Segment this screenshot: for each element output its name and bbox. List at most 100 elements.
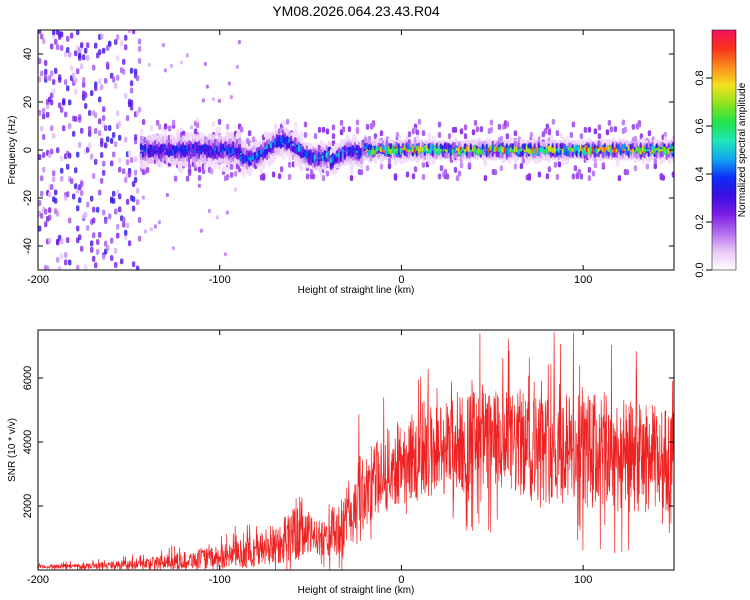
spectrogram-cell [129, 80, 134, 87]
spectrogram-cell [185, 175, 190, 182]
spectrogram-cell [42, 134, 46, 140]
spectrogram-cell [80, 245, 84, 252]
spectrogram-cell [50, 43, 54, 50]
spectrogram-cell [66, 163, 70, 170]
spectrogram-cell [235, 64, 239, 69]
spectrogram-cell [80, 63, 84, 70]
spectrogram-cell [48, 75, 52, 81]
spectrogram-cell [209, 161, 214, 168]
spectrogram-cell [104, 240, 108, 247]
spectrogram-cell [129, 87, 134, 94]
spectrogram-cell [437, 173, 442, 180]
spectrogram-cell [52, 88, 56, 95]
spectrogram-cell [427, 132, 432, 139]
spectrogram-cell [587, 175, 592, 182]
spectrogram-cell [122, 216, 126, 223]
spectrogram-cell [94, 112, 98, 119]
spectrogram-cell [183, 160, 188, 167]
spectrogram-cell [102, 160, 106, 167]
spectrogram-cell [185, 53, 189, 58]
spectrogram-cell [431, 135, 436, 142]
spectrogram-cell [135, 265, 140, 270]
spectrogram-cell [60, 167, 64, 174]
spectrogram-cell [124, 234, 128, 240]
spectrogram-cell [133, 156, 138, 163]
spectrogram-cell [114, 247, 118, 254]
spectrogram-cell [110, 255, 114, 261]
spectrogram-cell [163, 123, 168, 130]
spectrogram-cell [86, 146, 90, 153]
spectrogram-cell [88, 110, 92, 116]
spectrogram-cell [459, 128, 464, 135]
spectrogram-cell [153, 224, 157, 229]
spectrogram-cell [102, 47, 106, 54]
spectrogram-cell [171, 137, 176, 144]
spectrogram-cell [229, 95, 233, 100]
spectrogram-cell [94, 128, 98, 134]
spectrogram-cell [58, 102, 62, 109]
spectrogram-cell [60, 238, 64, 245]
spectrogram-cell [547, 129, 552, 136]
spectrogram-cell [90, 195, 94, 202]
spectrogram-cell [415, 129, 420, 136]
spectrogram-cell [127, 30, 132, 34]
spectrogram-cell [92, 255, 96, 262]
spectrogram-cell [94, 42, 98, 49]
spectrogram-cell [287, 174, 292, 180]
spectrogram-cell [321, 175, 326, 182]
spectrogram-cell [102, 115, 106, 122]
spectrogram-cell [56, 147, 60, 154]
spectrogram-cell [42, 113, 46, 120]
spectrogram-cell [349, 168, 354, 175]
spectrogram-cell [437, 121, 442, 128]
spectrogram-cell [124, 176, 128, 183]
spectrogram-cell [475, 154, 480, 161]
spectrogram-cell [100, 152, 104, 158]
spectrogram-cell [137, 38, 142, 45]
spectrogram-cell [197, 166, 202, 173]
spectrogram-cell [114, 39, 118, 45]
spectrogram-cell [131, 261, 136, 268]
spectrogram-cell [147, 62, 151, 67]
spectrogram-cell [104, 125, 108, 132]
spectrogram-cell [54, 67, 58, 74]
spectrogram-cell [623, 126, 628, 133]
spectrogram-cell [120, 40, 124, 47]
spectrogram-cell [299, 165, 304, 172]
spectrogram-cell [114, 82, 118, 89]
spectrogram-cell [50, 125, 54, 132]
spectrogram-cell [467, 162, 472, 169]
spectrogram-cell [179, 60, 183, 65]
spectrogram-cell [50, 70, 54, 77]
spectrogram-cell [261, 174, 266, 181]
spectrogram-cell [141, 119, 146, 125]
spectrogram-cell [195, 122, 200, 129]
spectrogram-cell [38, 200, 42, 206]
spectrogram-cell [104, 142, 108, 149]
spectrogram-cell [38, 154, 42, 161]
spectrogram-cell [165, 193, 169, 197]
spectrogram-cell [223, 166, 228, 173]
spectrogram-cell [118, 157, 122, 164]
spectrogram-cell [114, 208, 118, 215]
spectrogram-cell [46, 111, 50, 118]
spectrogram-cell [88, 126, 92, 132]
spectrogram-cell [82, 54, 86, 61]
spectrogram-cell [453, 166, 458, 173]
spectrogram-cell [56, 256, 60, 263]
spectrogram-cell [513, 163, 518, 170]
spectrogram-cell [82, 77, 86, 83]
spectrogram-cell [98, 130, 102, 137]
spectrogram-cell [70, 178, 74, 185]
spectrogram-cell [125, 115, 130, 122]
spectrogram-cell [110, 137, 114, 144]
spectrogram-cell [84, 211, 88, 218]
spectrogram-cell [133, 169, 138, 176]
spectrogram-cell [571, 173, 576, 180]
spectrogram-cell [521, 157, 526, 164]
spectrogram-cell [38, 225, 42, 232]
spectrogram-cell [74, 50, 78, 57]
spectrogram-cell [90, 90, 94, 97]
spectrogram-cell [157, 220, 161, 225]
spectrogram-cell [527, 174, 532, 181]
